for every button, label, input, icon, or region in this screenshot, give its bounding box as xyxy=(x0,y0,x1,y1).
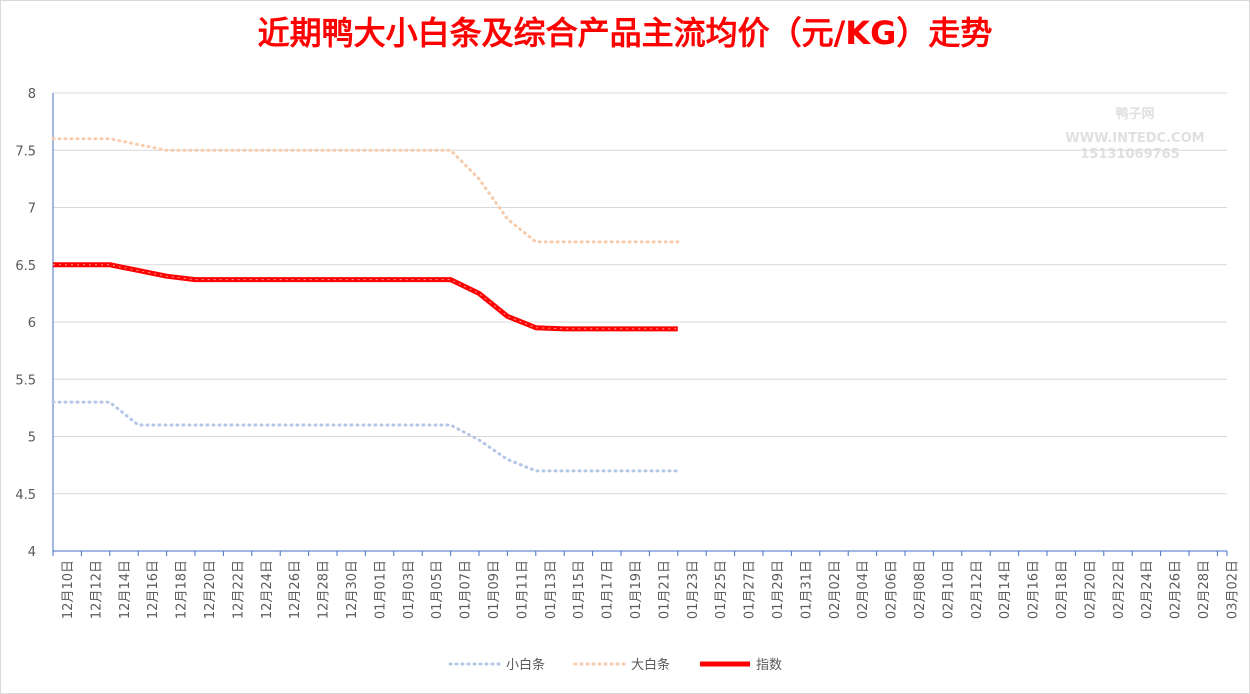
series-line-highlight xyxy=(53,264,678,330)
x-tick-label: 01月13日 xyxy=(544,560,559,619)
x-tick-label: 02月24日 xyxy=(1140,560,1155,619)
x-tick-label: 02月20日 xyxy=(1083,560,1098,619)
x-tick-label: 01月21日 xyxy=(657,560,672,619)
x-tick-label: 01月15日 xyxy=(572,560,587,619)
x-tick-label: 02月10日 xyxy=(941,560,956,619)
x-tick-label: 01月29日 xyxy=(771,560,786,619)
x-tick-label: 01月25日 xyxy=(714,560,729,619)
y-tick-label: 5.5 xyxy=(15,373,36,388)
x-tick-label: 01月09日 xyxy=(487,560,502,619)
series-line xyxy=(51,400,680,473)
x-tick-label: 02月02日 xyxy=(828,560,843,619)
legend-label: 大白条 xyxy=(631,657,670,673)
y-tick-label: 8 xyxy=(28,87,36,102)
x-tick-label: 12月16日 xyxy=(146,560,161,619)
legend-label: 小白条 xyxy=(506,657,545,673)
x-tick-label: 02月22日 xyxy=(1112,560,1127,619)
watermark: 鸭子网 xyxy=(1115,106,1154,122)
y-tick-label: 4 xyxy=(28,545,36,560)
x-tick-label: 12月20日 xyxy=(203,560,218,619)
y-tick-label: 6 xyxy=(28,316,36,331)
legend-label: 指数 xyxy=(756,658,782,673)
x-tick-label: 01月01日 xyxy=(373,560,388,619)
y-tick-label: 4.5 xyxy=(15,488,36,503)
x-tick-label: 12月18日 xyxy=(175,560,190,619)
y-tick-label: 7 xyxy=(28,202,36,217)
x-tick-label: 02月16日 xyxy=(1027,560,1042,619)
x-tick-label: 12月28日 xyxy=(317,560,332,619)
watermark: 15131069765 xyxy=(1080,147,1180,162)
y-tick-label: 5 xyxy=(28,431,36,446)
x-tick-label: 01月27日 xyxy=(743,560,758,619)
series-line xyxy=(51,137,680,244)
x-tick-label: 02月08日 xyxy=(913,560,928,619)
x-tick-label: 01月19日 xyxy=(629,560,644,619)
x-tick-label: 02月26日 xyxy=(1169,560,1184,619)
y-tick-label: 6.5 xyxy=(15,259,36,274)
x-tick-label: 02月04日 xyxy=(856,560,871,619)
x-tick-label: 12月14日 xyxy=(118,560,133,619)
x-tick-label: 12月30日 xyxy=(345,560,360,619)
x-tick-label: 01月31日 xyxy=(799,560,814,619)
x-tick-label: 02月06日 xyxy=(885,560,900,619)
x-tick-label: 02月12日 xyxy=(970,560,985,619)
x-tick-label: 12月12日 xyxy=(89,560,104,619)
x-tick-label: 01月07日 xyxy=(459,560,474,619)
x-tick-label: 02月14日 xyxy=(998,560,1013,619)
x-tick-label: 02月18日 xyxy=(1055,560,1070,619)
x-tick-label: 12月24日 xyxy=(260,560,275,619)
x-tick-label: 01月11日 xyxy=(515,560,530,619)
x-tick-label: 12月26日 xyxy=(288,560,303,619)
x-tick-label: 12月10日 xyxy=(61,560,76,619)
x-tick-label: 03月02日 xyxy=(1225,560,1240,619)
x-tick-label: 01月17日 xyxy=(601,560,616,619)
x-tick-label: 01月05日 xyxy=(430,560,445,619)
chart-title: 近期鸭大小白条及综合产品主流均价（元/KG）走势 xyxy=(258,14,993,52)
x-tick-label: 02月28日 xyxy=(1197,560,1212,619)
x-tick-label: 12月22日 xyxy=(231,560,246,619)
y-tick-label: 7.5 xyxy=(15,144,36,159)
watermark: WWW.INTEDC.COM xyxy=(1065,131,1204,146)
x-tick-label: 01月03日 xyxy=(402,560,417,619)
x-tick-label: 01月23日 xyxy=(686,560,701,619)
